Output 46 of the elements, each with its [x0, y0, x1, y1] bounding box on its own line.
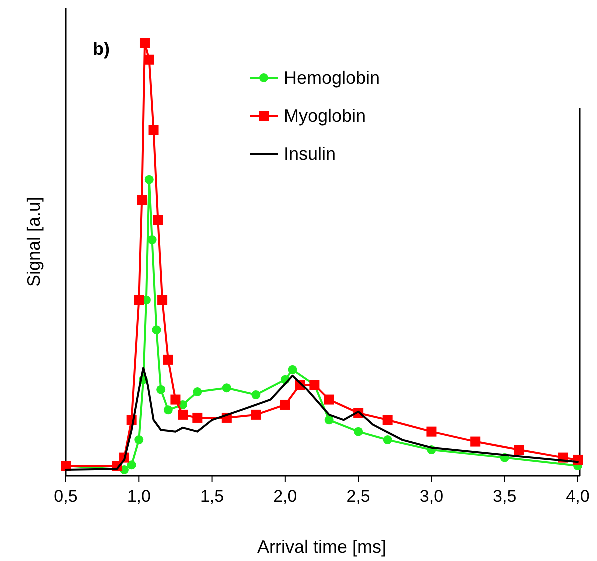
point: [144, 54, 154, 65]
point: [514, 445, 524, 456]
point: [164, 406, 173, 415]
point: [127, 460, 136, 470]
point: [354, 427, 364, 436]
point: [324, 394, 334, 405]
x-tick-label: 0,5: [54, 487, 78, 506]
point: [426, 426, 437, 437]
point: [252, 390, 261, 400]
point: [163, 354, 174, 365]
x-tick-label: 4,0: [566, 487, 590, 506]
point: [178, 410, 188, 420]
x-tick-label: 3,5: [493, 487, 517, 506]
legend-label: Insulin: [284, 144, 336, 164]
point: [156, 385, 166, 394]
point: [251, 410, 262, 420]
point: [144, 175, 154, 184]
point: [134, 436, 144, 445]
y-axis-title: Signal [a.u]: [24, 196, 44, 288]
point: [134, 295, 144, 306]
point: [170, 394, 181, 405]
point: [383, 436, 392, 445]
legend-label: Myoglobin: [284, 106, 366, 126]
x-tick-label: 3,0: [420, 487, 444, 506]
point: [382, 415, 393, 426]
point: [148, 125, 159, 136]
point: [193, 388, 202, 396]
x-tick-label: 2,5: [346, 487, 370, 506]
point: [222, 384, 232, 393]
point: [288, 365, 298, 374]
point: [140, 38, 150, 48]
point: [192, 412, 203, 423]
point: [158, 295, 168, 306]
x-tick-label: 2,0: [274, 487, 298, 506]
point: [470, 436, 481, 447]
point: [148, 236, 157, 245]
point: [280, 400, 290, 410]
x-axis-title: Arrival time [ms]: [257, 537, 387, 557]
point: [152, 326, 162, 335]
point: [153, 215, 164, 226]
point: [324, 416, 334, 425]
x-tick-label: 1,5: [200, 487, 224, 506]
annotation: b): [93, 39, 110, 59]
point: [137, 195, 148, 206]
legend-label: Hemoglobin: [284, 68, 380, 88]
x-tick-label: 1,0: [127, 487, 151, 506]
